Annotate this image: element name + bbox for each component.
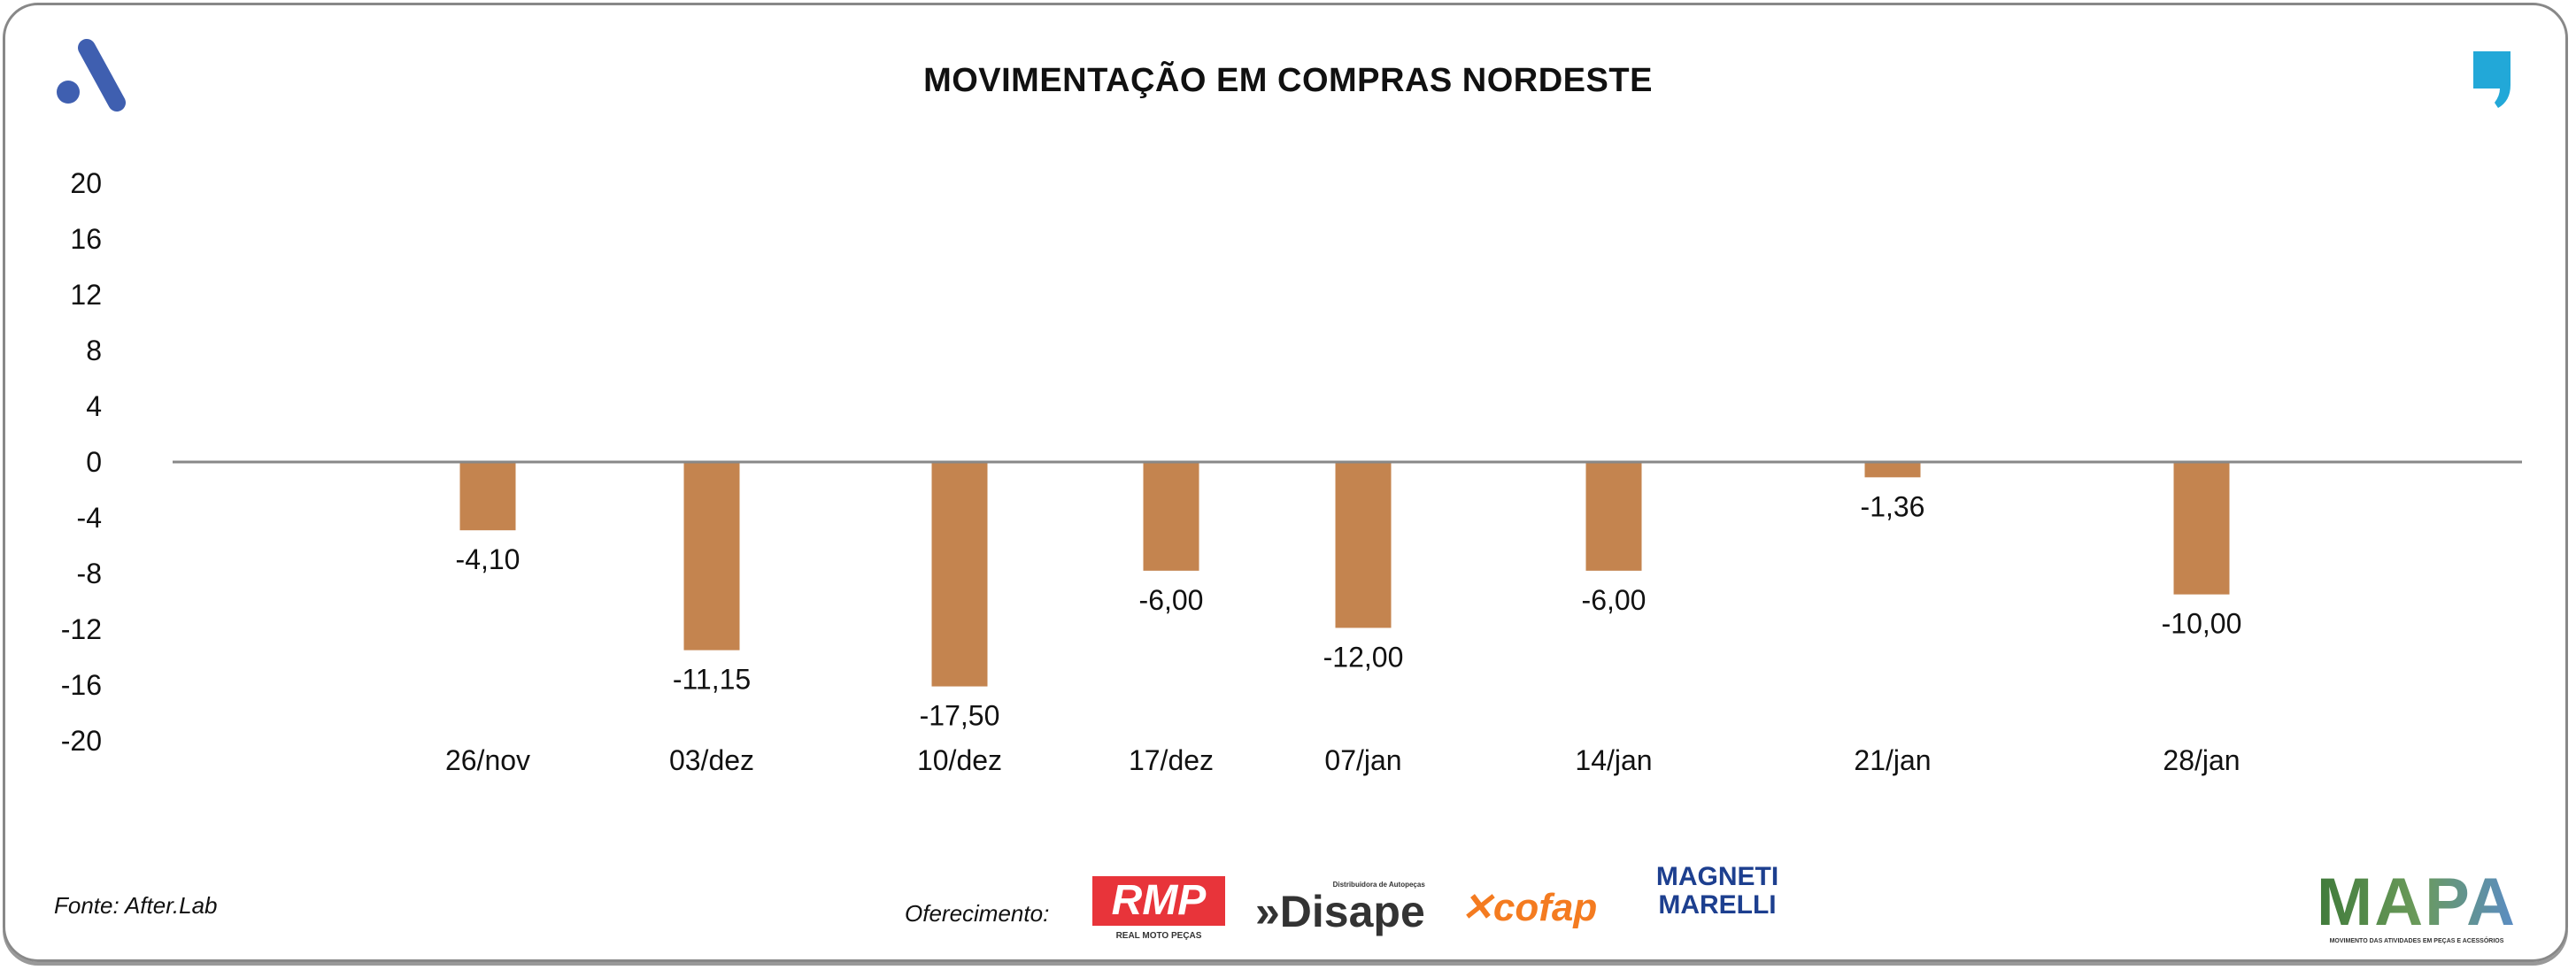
x-tick-label: 17/dez: [1129, 744, 1214, 776]
data-label: -6,00: [1582, 584, 1647, 616]
x-tick-label: 28/jan: [2163, 744, 2240, 776]
bar: [1143, 462, 1199, 571]
y-tick-label: -8: [77, 558, 102, 589]
x-tick-label: 07/jan: [1324, 744, 1401, 776]
y-tick-label: 16: [70, 223, 102, 255]
sponsor-label: Oferecimento:: [905, 900, 1050, 927]
data-label: -6,00: [1139, 584, 1204, 616]
chart-title: MOVIMENTAÇÃO EM COMPRAS NORDESTE: [923, 62, 1653, 99]
data-label: -11,15: [673, 664, 751, 696]
x-tick-label: 26/nov: [445, 744, 530, 776]
x-tick-label: 03/dez: [669, 744, 754, 776]
mapa-logo: MAPA MOVIMENTO DAS ATIVIDADES EM PEÇAS E…: [2316, 865, 2518, 945]
data-label: -12,00: [1323, 641, 1404, 673]
y-tick-label: 20: [70, 167, 102, 199]
bar: [2173, 462, 2230, 595]
rmp-logo: RMP REAL MOTO PEÇAS: [1092, 876, 1225, 941]
bar: [1864, 462, 1921, 478]
y-tick-label: 0: [86, 446, 102, 478]
bar: [1335, 462, 1392, 628]
data-label: -17,50: [920, 700, 1000, 732]
quote-icon: [2473, 51, 2510, 108]
y-tick-label: -4: [77, 502, 102, 534]
y-tick-label: 4: [86, 390, 102, 422]
y-tick-label: -20: [61, 725, 102, 757]
bar: [683, 462, 740, 651]
y-tick-label: 12: [70, 279, 102, 311]
cofap-logo: ✕cofap: [1461, 886, 1598, 929]
y-tick-label: 8: [86, 335, 102, 366]
x-tick-label: 14/jan: [1575, 744, 1652, 776]
y-tick-label: -16: [61, 669, 102, 701]
y-tick-label: -12: [61, 613, 102, 645]
brand-logo-left: [57, 39, 126, 112]
disape-logo: Distribuidora de Autopeças »Disape: [1255, 881, 1425, 936]
bar: [931, 462, 988, 687]
data-label: -1,36: [1861, 490, 1925, 522]
bar: [1585, 462, 1642, 571]
source-note: Fonte: After.Lab: [54, 892, 218, 919]
cofap-x-icon: ✕: [1461, 886, 1493, 929]
bar: [459, 462, 516, 531]
magneti-marelli-logo: MAGNETI MARELLI: [1655, 862, 1779, 920]
data-label: -4,10: [456, 543, 521, 575]
x-tick-label: 21/jan: [1854, 744, 1931, 776]
x-tick-label: 10/dez: [917, 744, 1002, 776]
chart-frame: [3, 3, 2568, 962]
data-label: -10,00: [2162, 608, 2242, 640]
bar-chart: 20 16 12 8 4 0 -4 -8 -12 -16 -20 -4,10 26/nov -11,15 0…: [61, 167, 2522, 776]
